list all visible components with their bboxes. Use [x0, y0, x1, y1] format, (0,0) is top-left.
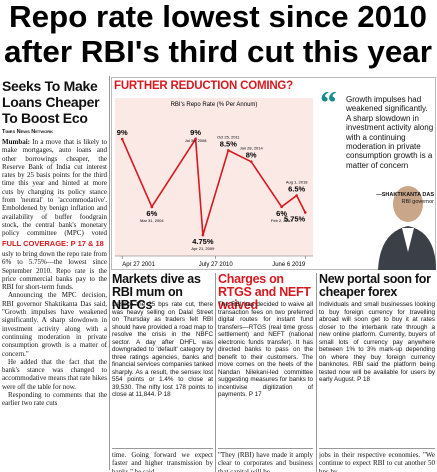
point-date: Jul 30, 2008 — [185, 138, 208, 143]
story-title: New portal soon for cheaper forex — [319, 273, 431, 299]
point-date: Jan 28, 2014 — [240, 146, 264, 151]
lead-paragraph: Announcing the MPC decision, RBI governo… — [2, 291, 107, 358]
lead-paragraph: Responding to comments that the earlier … — [2, 391, 107, 408]
value-label: 5.75% — [284, 214, 306, 223]
x-tick-label: June 6 2019 — [272, 262, 306, 268]
story-rule — [319, 448, 435, 449]
rate-point — [303, 211, 307, 214]
story-body: The RBI has decided to waive all transac… — [218, 301, 313, 398]
point-date: Oct 25, 2011 — [217, 134, 240, 139]
lead-paragraph: He added that the fact that the bank's s… — [2, 357, 107, 391]
lead-title: Seeks To Make Loans Cheaper To Boost Eco — [2, 78, 100, 126]
rate-point — [120, 137, 124, 141]
portrait-shirt — [402, 228, 414, 252]
rate-point — [227, 149, 230, 152]
story-title: Charges on RTGS and NEFT waived — [218, 273, 311, 312]
full-coverage: FULL COVERAGE: P 17 & 18 — [2, 239, 104, 248]
story-tail: "They (RBI) have made it amply clear to … — [218, 451, 313, 472]
point-date: Feb 2, 2017 — [271, 218, 293, 223]
value-label: 4.75% — [192, 237, 214, 246]
value-label: 6% — [276, 209, 287, 218]
story-title: Markets dive as RBI mum on NBFCs — [112, 273, 201, 312]
story-body: Individuals and small businesses looking… — [319, 301, 435, 383]
byline: Times News Network — [2, 129, 54, 135]
x-tick-label: July 27 2010 — [199, 262, 234, 268]
value-label: 6% — [146, 209, 157, 218]
quote-author: —SHAKTIKANTA DAS — [376, 192, 434, 198]
portrait-head — [393, 186, 423, 222]
quote-mark: “ — [320, 92, 337, 122]
value-label: 6.5% — [288, 185, 305, 194]
quote-art: “ — [320, 92, 436, 270]
value-label: 9% — [190, 128, 201, 137]
story-tail: jobs in their respective economies. "We … — [319, 451, 435, 472]
feature-box — [111, 77, 436, 270]
column-rule — [316, 273, 317, 472]
lead-text: Mumbai: In a move that is likely to make… — [2, 138, 107, 238]
value-label: 9% — [117, 128, 128, 137]
lead-paragraph: In a move that is likely to make mortgag… — [2, 138, 107, 238]
rate-point — [150, 205, 154, 209]
rate-point — [194, 137, 197, 141]
lead-paragraph: usly to bring down the repo rate from 6%… — [2, 250, 107, 292]
rate-point — [280, 205, 283, 209]
point-date: Apr 21, 2009 — [191, 246, 215, 251]
chart: RBI's Repo Rate (% Per Annum) Apr 27 200… — [115, 98, 313, 268]
story-body: Despite the 25 bps rate cut, there was h… — [112, 301, 213, 398]
story-rule — [112, 448, 213, 449]
headline-line: after RBI's third cut this year — [4, 34, 432, 69]
value-label: 8% — [246, 151, 257, 160]
point-date: Mar 31, 2004 — [140, 218, 164, 223]
value-label: 8.5% — [220, 139, 237, 148]
column-rule — [215, 273, 216, 472]
column-rule — [109, 76, 110, 470]
headline: Repo rate lowest since 2010 after RBI's … — [4, 0, 432, 69]
quote: Growth impulses had weakened significant… — [346, 95, 434, 170]
rate-point — [201, 233, 205, 237]
story-rule — [218, 448, 313, 449]
rate-point — [249, 160, 253, 163]
story-tail: time. Going forward we expect faster and… — [112, 451, 213, 472]
feature-heading: FURTHER REDUCTION COMING? — [114, 80, 293, 92]
quote-role: RBI governor — [401, 199, 434, 205]
x-tick-label: Apr 27 2001 — [122, 262, 155, 268]
chart-title: RBI's Repo Rate (% Per Annum) — [171, 102, 258, 108]
point-date: Aug 1, 2018 — [286, 180, 308, 185]
rate-point — [295, 194, 298, 197]
lead-text: usly to bring down the repo rate from 6%… — [2, 250, 107, 470]
dateline: Mumbai: — [2, 138, 30, 146]
headline-line: Repo rate lowest since 2010 — [9, 0, 427, 34]
plot-background — [115, 98, 313, 256]
